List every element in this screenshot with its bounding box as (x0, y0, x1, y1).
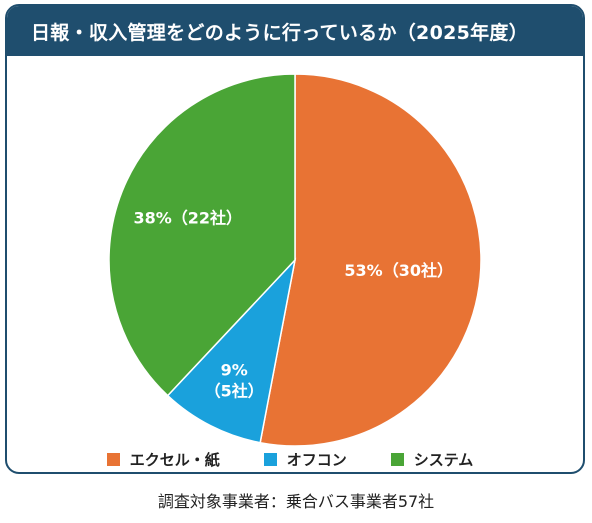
legend-label-offcon: オフコン (286, 450, 347, 469)
legend-item-offcon: オフコン (263, 449, 347, 470)
pie-labels: 53%（30社） 9%（5社） 38%（22社） (133, 209, 452, 401)
legend-swatch-system (390, 452, 404, 466)
legend-label-excel: エクセル・紙 (129, 450, 220, 469)
legend-swatch-offcon (263, 452, 277, 466)
pie-slice-offcon (166, 257, 297, 444)
pie-slice-system (108, 73, 296, 397)
chart-title: 日報・収入管理をどのように行っているか（2025年度） (7, 6, 583, 56)
survey-note: 調査対象事業者：乗合バス事業者57社 (157, 492, 435, 511)
legend-item-excel: エクセル・紙 (106, 449, 220, 470)
legend-swatch-excel (106, 452, 120, 466)
legend-item-system: システム (390, 449, 474, 470)
data-label-excel: 53%（30社） (344, 261, 453, 280)
pie-slices (108, 73, 482, 447)
data-label-system: 38%（22社） (133, 209, 242, 228)
data-label-offcon: 9%（5社） (205, 360, 264, 400)
pie-slice-excel (259, 73, 482, 447)
legend: エクセル・紙 オフコン システム (0, 448, 580, 470)
legend-label-system: システム (413, 450, 474, 469)
